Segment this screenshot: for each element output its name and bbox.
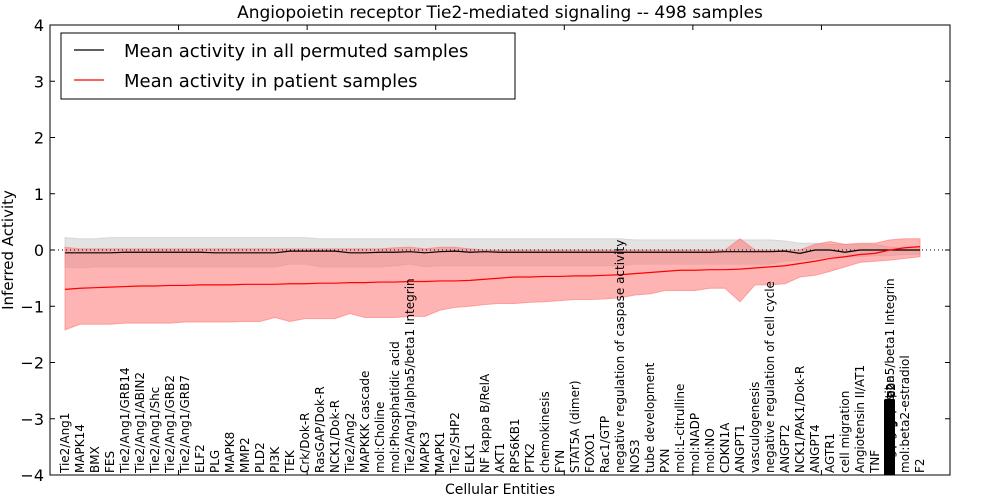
series-line-permuted bbox=[65, 249, 920, 254]
x-tick-label: MAPK3 bbox=[418, 432, 432, 473]
x-tick-label: mol:NADP bbox=[688, 413, 702, 473]
x-tick-label: TEK bbox=[283, 449, 297, 474]
y-tick-label: −2 bbox=[20, 354, 44, 373]
x-tick-label: Tie2/Ang1/alpha5/beta1 Integrin bbox=[403, 278, 417, 474]
y-tick-label: −1 bbox=[20, 297, 44, 316]
y-tick-label: −4 bbox=[20, 466, 44, 485]
x-tick-label: MMP2 bbox=[238, 437, 252, 473]
x-tick-label: MAPK1 bbox=[433, 432, 447, 473]
x-tick-label: ANGPT4 bbox=[808, 424, 822, 473]
x-tick-label: FYN bbox=[553, 450, 567, 473]
x-tick-label: mol:Phosphatidic acid bbox=[388, 341, 402, 473]
x-tick-label: mol:L-citrulline bbox=[673, 384, 687, 473]
x-tick-label: NF kappa B/RelA bbox=[478, 373, 492, 473]
x-tick-label: Tie2/Ang1/GRB14 bbox=[118, 367, 132, 474]
x-tick-label: MAPK14 bbox=[73, 424, 87, 473]
x-tick-label: mol:NO bbox=[703, 428, 717, 473]
y-tick-label: 2 bbox=[34, 129, 44, 148]
chart-title: Angiopoietin receptor Tie2-mediated sign… bbox=[237, 3, 763, 23]
x-tick-label: NOS3 bbox=[628, 439, 642, 473]
x-tick-label: mol:beta2-estradiol bbox=[898, 355, 912, 473]
x-axis-label: Cellular Entities bbox=[445, 482, 555, 498]
x-tick-label: negative regulation of caspase activity bbox=[613, 240, 627, 473]
x-tick-label: CDKN1A bbox=[718, 422, 732, 473]
legend-label-permuted: Mean activity in all permuted samples bbox=[124, 41, 468, 62]
x-tick-label: Tie2/Ang2 bbox=[343, 413, 357, 474]
legend-box bbox=[60, 32, 516, 100]
x-tick-label: PI3K bbox=[268, 446, 282, 473]
x-tick-label: AGTR1 bbox=[823, 433, 837, 473]
x-tick-label: MAPK8 bbox=[223, 432, 237, 473]
x-tick-label: Angiotensin II/AT1 bbox=[853, 365, 867, 473]
x-tick-label: RPS6KB1 bbox=[508, 418, 522, 473]
x-tick-label: ELK1 bbox=[463, 443, 477, 473]
x-tick-label: PLG bbox=[208, 450, 222, 473]
x-tick-label: TNF bbox=[868, 450, 882, 474]
x-tick-label: Tie2/Ang1/GRB2 bbox=[163, 375, 177, 474]
y-tick-label: 0 bbox=[34, 241, 44, 260]
x-tick-label: ELF2 bbox=[193, 444, 207, 473]
x-tick-label: negative regulation of cell cycle bbox=[763, 281, 777, 473]
x-tick-label: ANGPT1 bbox=[733, 424, 747, 473]
x-tick-label: Tie2/Ang1/ABIN2 bbox=[133, 372, 147, 474]
x-tick-label: NCK1/Dok-R bbox=[328, 400, 342, 473]
x-tick-label: chemokinesis bbox=[538, 391, 552, 473]
x-tick-label: FES bbox=[103, 451, 117, 473]
x-tick-label: Tie2/Ang1/Shc bbox=[148, 387, 162, 474]
y-axis-label: Inferred Activity bbox=[0, 190, 17, 310]
x-tick-label: BMX bbox=[88, 446, 102, 473]
x-tick-label: mol:Choline bbox=[373, 402, 387, 473]
x-tick-label: NCK1/PAK1/Dok-R bbox=[793, 366, 807, 473]
legend-label-patient: Mean activity in patient samples bbox=[124, 71, 418, 92]
y-tick-label: 3 bbox=[34, 72, 44, 91]
y-tick-label: −3 bbox=[20, 410, 44, 429]
legend: Mean activity in all permuted samples Me… bbox=[60, 32, 516, 100]
x-tick-label: AKT1 bbox=[493, 443, 507, 473]
plot-frame bbox=[49, 24, 951, 476]
x-tick-label: vasculogenesis bbox=[748, 382, 762, 473]
x-tick-label: PTK2 bbox=[523, 443, 537, 473]
y-tick-label: 4 bbox=[34, 16, 44, 35]
x-tick-label: Tie2/SHP2 bbox=[448, 412, 462, 474]
x-tick-label: PXN bbox=[658, 449, 672, 473]
x-tick-label: Crk/Dok-R bbox=[298, 412, 312, 473]
x-tick-label: FOXO1 bbox=[583, 433, 597, 473]
x-tick-label: STAT5A (dimer) bbox=[568, 380, 582, 473]
x-tick-label: MAPKKK cascade bbox=[358, 371, 372, 473]
x-tick-label: Tie2/Ang1 bbox=[58, 413, 72, 474]
overlap-blob bbox=[884, 400, 895, 475]
series-line-patient bbox=[64, 246, 921, 290]
x-tick-label: tube development bbox=[643, 362, 657, 473]
x-tick-label: PLD2 bbox=[253, 442, 267, 473]
x-tick-label: ANGPT2 bbox=[778, 424, 792, 473]
x-tick-label: F2 bbox=[913, 458, 927, 473]
confidence-band-patient bbox=[64, 238, 921, 331]
y-tick-label: 1 bbox=[34, 185, 44, 204]
x-tick-label-overlap: Tie2/Ang1/alpha5/beta1 IntegrinTie2/Ang1… bbox=[883, 278, 898, 475]
x-tick-label: Tie2/Ang1/GRB7 bbox=[178, 375, 192, 474]
x-tick-label: cell migration bbox=[838, 391, 852, 473]
x-tick-label: RasGAP/Dok-R bbox=[313, 386, 327, 473]
x-tick-label: Rac1/GTP bbox=[598, 416, 612, 473]
